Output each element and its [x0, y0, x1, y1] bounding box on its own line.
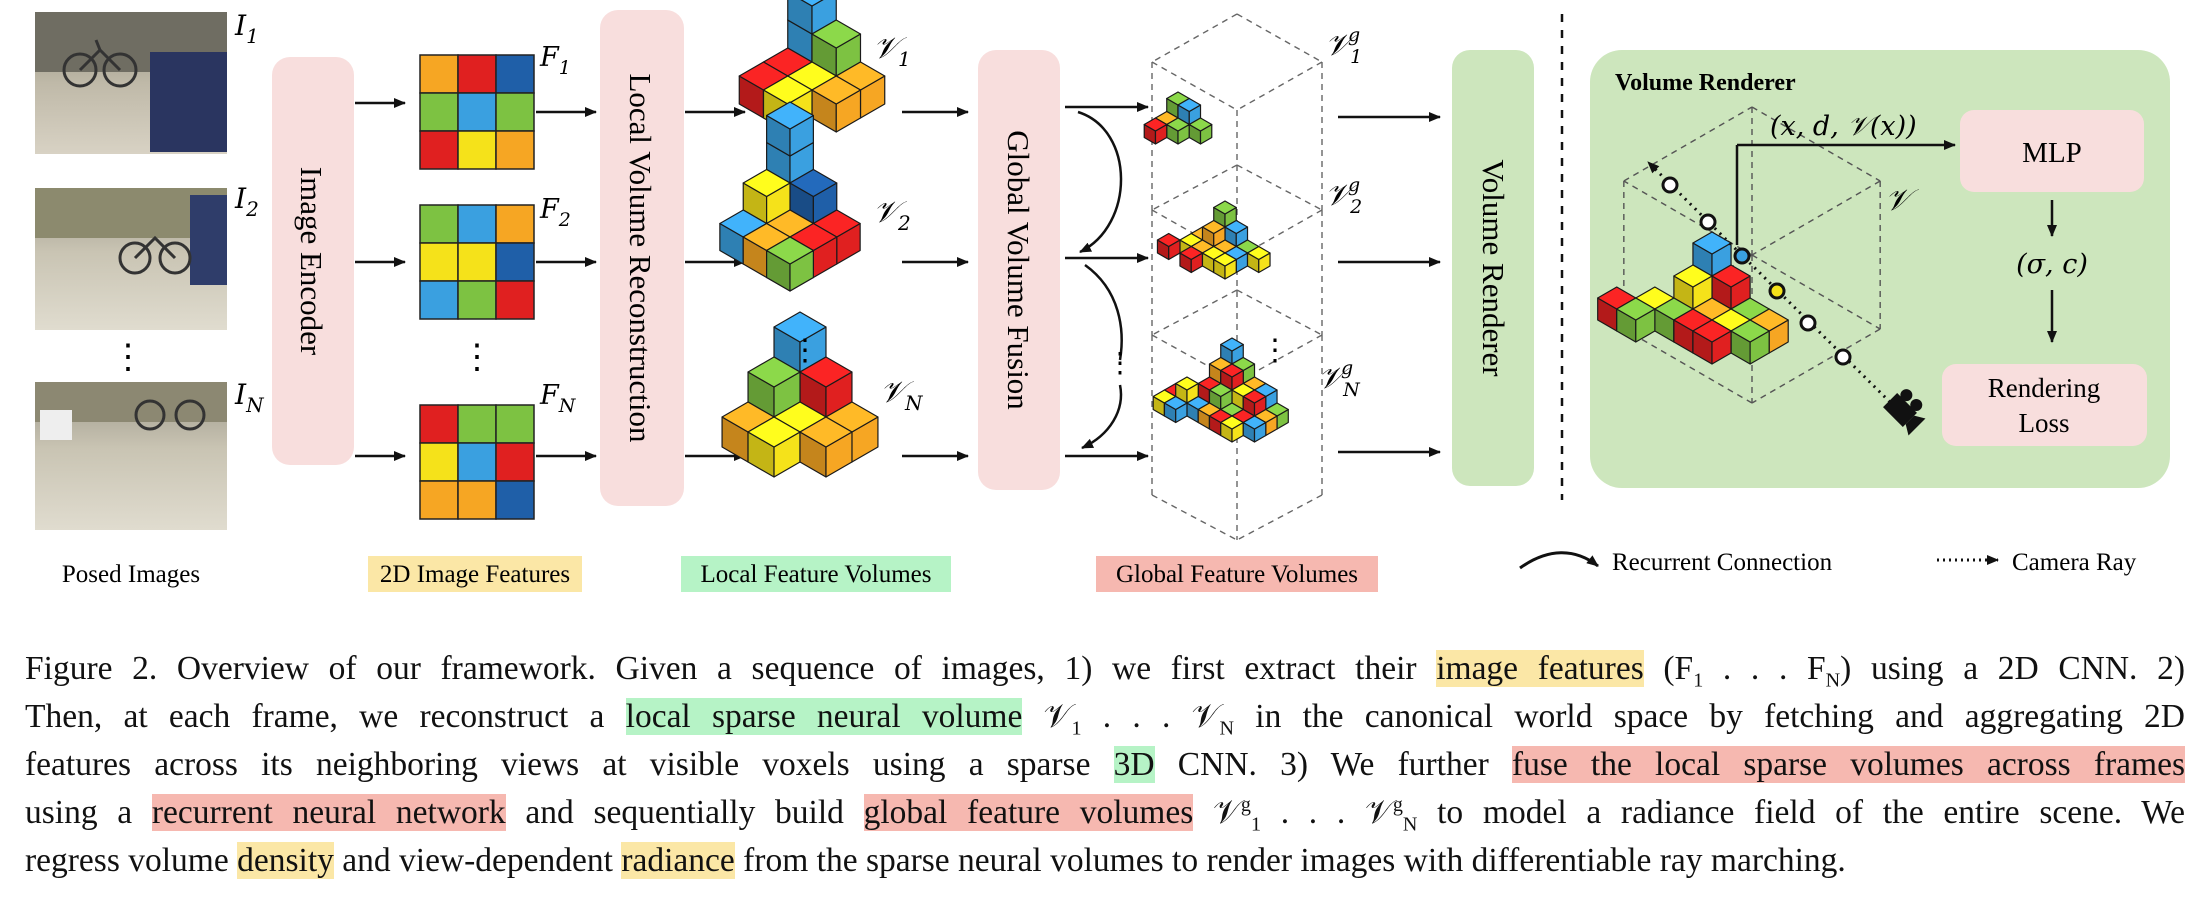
- caption-line-5: regress volume density and view-dependen…: [25, 842, 1846, 879]
- global-volume-n: [1152, 337, 1289, 443]
- local-volume-reconstruction-box: [600, 10, 684, 506]
- recurrent-connection-3: [1081, 384, 1123, 450]
- legend-recurrent-label: Recurrent Connection: [1612, 549, 1833, 576]
- mlp-output-label: (σ, c): [2016, 249, 2088, 280]
- image-encoder-box: [272, 57, 354, 465]
- global-volumes-caption: Global Feature Volumes: [1116, 561, 1358, 588]
- feature-map-2: [419, 204, 535, 320]
- feature-label-2: F2: [539, 194, 571, 231]
- caption-line-2: Then, at each frame, we reconstruct a lo…: [25, 698, 2185, 740]
- global-volume-1: [1143, 91, 1213, 145]
- image-label-n: IN: [234, 378, 265, 417]
- global-volume-label-2: 𝒱g 2: [1325, 174, 1362, 218]
- global-volumes-caption-highlight: [1096, 556, 1378, 592]
- feature-label-1: F1: [539, 42, 571, 79]
- rendering-loss-line1: Rendering: [1988, 373, 2100, 403]
- image-encoder-label: Image Encoder: [294, 167, 329, 356]
- legend-recurrent-icon: [1519, 551, 1599, 570]
- recurrent-connection-2: [1084, 263, 1123, 361]
- feature-map-n: [419, 404, 535, 520]
- caption-line-4: using a recurrent neural network and seq…: [25, 793, 2185, 836]
- posed-image-2: [35, 188, 227, 330]
- framework-diagram: I1 I2 IN ⋮ Posed Images Image Encoder F1…: [35, 0, 2170, 592]
- local-volume-label-2: 𝒱2: [873, 195, 911, 235]
- local-volumes-ellipsis: ⋮: [790, 333, 820, 368]
- rendering-loss-box: [1942, 364, 2147, 446]
- caption-line-3: features across its neighboring views at…: [25, 746, 2185, 783]
- recurrent-connection-1: [1077, 110, 1123, 254]
- local-volume-1: [738, 0, 886, 133]
- mlp-input-label: (x, d, 𝒱(x)): [1770, 111, 1917, 142]
- local-volumes-caption: Local Feature Volumes: [701, 561, 932, 588]
- camera-icon: [1883, 389, 1926, 436]
- global-volumes-ellipsis: ⋮: [1260, 333, 1290, 368]
- volume-renderer-panel-title: Volume Renderer: [1615, 70, 1796, 96]
- global-volume-fusion-label: Global Volume Fusion: [1001, 130, 1036, 410]
- local-volume-reconstruction-label: Local Volume Reconstruction: [623, 73, 658, 443]
- features-caption-highlight: [368, 556, 582, 592]
- panel-voxel-volume: [1597, 231, 1789, 365]
- feature-label-n: FN: [539, 380, 577, 417]
- rendering-loss-line2: Loss: [2018, 408, 2069, 438]
- posed-images-caption: Posed Images: [62, 561, 200, 588]
- local-volumes-caption-highlight: [681, 556, 951, 592]
- ray-sample-points: [1661, 176, 1852, 366]
- image-label-2: I2: [234, 182, 259, 221]
- figure-caption: Figure 2. Overview of our framework. Giv…: [25, 645, 2185, 885]
- volume-renderer-label: Volume Renderer: [1476, 159, 1511, 377]
- local-volume-2: [719, 101, 861, 292]
- images-ellipsis: ⋮: [111, 337, 145, 377]
- local-volume-label-1: 𝒱1: [873, 31, 911, 71]
- posed-image-n: [35, 382, 227, 530]
- features-caption: 2D Image Features: [380, 561, 570, 588]
- global-volume-wireframes: [1151, 13, 1323, 541]
- mlp-box: [1960, 110, 2144, 192]
- feature-map-1: [419, 54, 535, 170]
- local-volume-label-n: 𝒱N: [880, 375, 924, 415]
- local-volume-n: [721, 311, 879, 478]
- recurrent-ellipsis: ⋮: [1106, 346, 1134, 379]
- image-label-1: I1: [234, 9, 259, 48]
- mlp-label: MLP: [2022, 137, 2082, 169]
- legend-camera-label: Camera Ray: [2012, 549, 2137, 576]
- global-volume-label-n: 𝒱g N: [1318, 357, 1361, 401]
- global-volume-label-1: 𝒱g 1: [1325, 24, 1362, 68]
- global-volume-2: [1156, 200, 1271, 280]
- volume-renderer-box: [1452, 50, 1534, 486]
- features-ellipsis: ⋮: [460, 337, 494, 377]
- global-volume-fusion-box: [978, 50, 1060, 490]
- camera-ray: [1646, 160, 1902, 414]
- caption-line-1: Figure 2. Overview of our framework. Giv…: [25, 650, 2185, 692]
- posed-image-1: [35, 12, 227, 154]
